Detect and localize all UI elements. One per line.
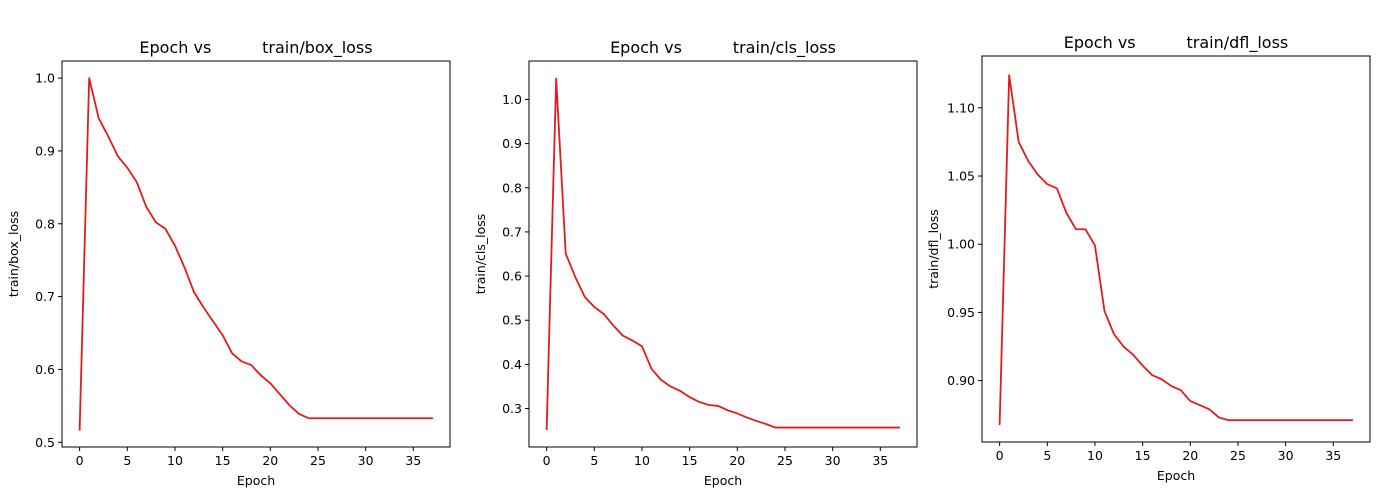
- x-tick-label: 20: [262, 453, 278, 468]
- y-tick-label: 0.7: [502, 224, 522, 239]
- y-tick-label: 0.3: [502, 401, 522, 416]
- y-tick-label: 1.05: [947, 169, 975, 184]
- y-tick-label: 0.4: [502, 357, 522, 372]
- chart-title: Epoch vs train/dfl_loss: [1064, 33, 1289, 53]
- chart-panel-cls-loss: Epoch vs train/cls_loss Epoch train/cls_…: [473, 38, 918, 488]
- y-axis-label: train/cls_loss: [473, 214, 488, 295]
- x-axis-label: Epoch: [1157, 468, 1195, 483]
- y-tick-label: 0.5: [502, 313, 522, 328]
- series-line: [998, 74, 1354, 426]
- x-tick-label: 25: [310, 453, 326, 468]
- y-tick-label: 0.6: [35, 362, 55, 377]
- chart-title: Epoch vs train/box_loss: [139, 38, 372, 58]
- x-tick-label: 5: [123, 453, 131, 468]
- series-marks: [998, 74, 1354, 426]
- series-marks: [78, 77, 434, 431]
- x-tick-label: 25: [777, 453, 793, 468]
- y-tick-label: 0.6: [502, 269, 522, 284]
- y-axis-label: train/dfl_loss: [926, 209, 941, 289]
- x-axis-label: Epoch: [704, 473, 742, 488]
- x-tick-label: 0: [76, 453, 84, 468]
- y-tick-label: 0.8: [502, 180, 522, 195]
- y-tick-label: 1.0: [502, 92, 522, 107]
- x-tick-label: 5: [1043, 448, 1051, 463]
- chart-title: Epoch vs train/cls_loss: [610, 38, 836, 58]
- x-tick-label: 20: [1182, 448, 1198, 463]
- y-tick-label: 0.7: [35, 289, 55, 304]
- y-tick-label: 0.95: [947, 305, 975, 320]
- y-tick-label: 1.0: [35, 71, 55, 86]
- y-axis-label: train/box_loss: [6, 211, 21, 297]
- x-tick-label: 10: [1087, 448, 1103, 463]
- x-tick-label: 5: [590, 453, 598, 468]
- x-tick-label: 0: [543, 453, 551, 468]
- x-tick-label: 30: [358, 453, 374, 468]
- y-tick-label: 1.10: [947, 100, 975, 115]
- chart-panel-dfl-loss: Epoch vs train/dfl_loss Epoch train/dfl_…: [926, 33, 1371, 483]
- plot-frame: [528, 60, 918, 448]
- axis-ticks: 0 5 10 15 20 25 30 35 0.90 0.95 1.00 1.05 1.10: [947, 100, 1341, 463]
- y-tick-label: 1.00: [947, 237, 975, 252]
- x-tick-label: 15: [1135, 448, 1151, 463]
- x-tick-label: 10: [634, 453, 650, 468]
- axis-ticks: 0 5 10 15 20 25 30 35 0.3 0.4 0.5 0.6 0.7 0.8 0.9 1.0: [502, 92, 888, 468]
- y-tick-label: 0.8: [35, 216, 55, 231]
- x-tick-label: 35: [872, 453, 888, 468]
- axis-ticks: 0 5 10 15 20 25 30 35 0.5 0.6 0.7 0.8 0.9 1.0: [35, 71, 421, 468]
- x-tick-label: 25: [1230, 448, 1246, 463]
- plot-frame: [61, 60, 451, 448]
- x-tick-label: 20: [729, 453, 745, 468]
- x-tick-label: 35: [405, 453, 421, 468]
- x-tick-label: 15: [682, 453, 698, 468]
- series-line: [545, 77, 901, 431]
- chart-panel-box-loss: Epoch vs train/box_loss Epoch train/box_…: [6, 38, 451, 488]
- y-tick-label: 0.9: [35, 143, 55, 158]
- x-axis-label: Epoch: [237, 473, 275, 488]
- x-tick-label: 35: [1325, 448, 1341, 463]
- x-tick-label: 30: [1278, 448, 1294, 463]
- x-tick-label: 10: [167, 453, 183, 468]
- y-tick-label: 0.90: [947, 373, 975, 388]
- x-tick-label: 15: [215, 453, 231, 468]
- plot-frame: [981, 55, 1371, 443]
- x-tick-label: 30: [825, 453, 841, 468]
- series-line: [78, 77, 434, 431]
- x-tick-label: 0: [996, 448, 1004, 463]
- y-tick-label: 0.5: [35, 435, 55, 450]
- series-marks: [545, 77, 901, 431]
- y-tick-label: 0.9: [502, 136, 522, 151]
